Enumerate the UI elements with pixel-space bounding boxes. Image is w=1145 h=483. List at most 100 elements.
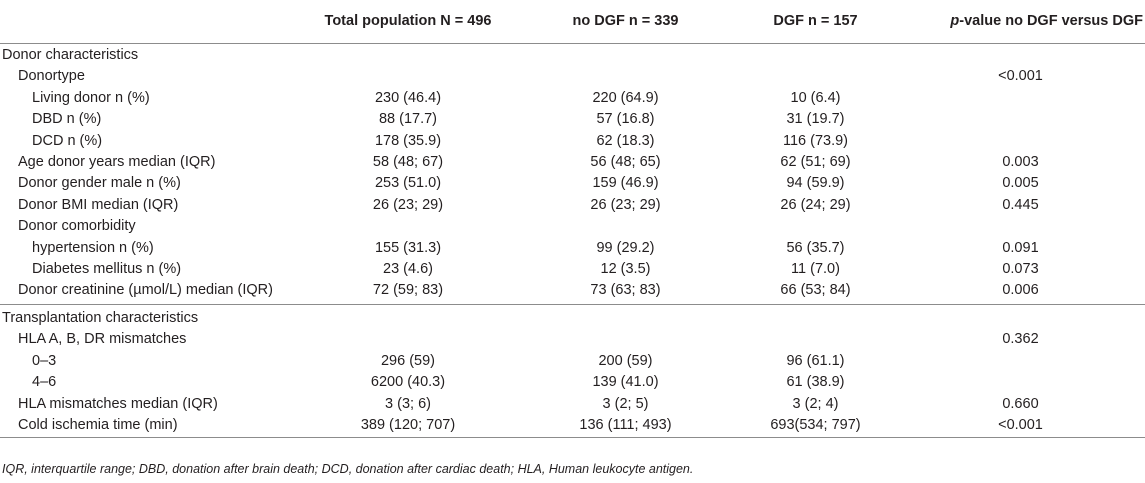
row-label: Age donor years median (IQR) [18, 154, 216, 171]
table-row: HLA A, B, DR mismatches 0.362 [0, 329, 1145, 350]
table-row: Diabetes mellitus n (%) 23 (4.6) 12 (3.5) 1… [0, 259, 1145, 280]
table-row: Donor gender male n (%) 253 (51.0) 159 (46… [0, 173, 1145, 194]
section-title: Transplantation characteristics [2, 309, 199, 326]
dgf-cell: 61 (38.9) [786, 374, 845, 391]
dgf-cell: 10 (6.4) [790, 89, 841, 106]
p-value-cell: 0.003 [1002, 154, 1039, 171]
table-row: DCD n (%) 178 (35.9) 62 (18.3) 116 (73.9) [0, 131, 1145, 152]
p-value-cell [896, 372, 1145, 393]
table-header: Total population N = 496 no DGF n = 339 … [0, 0, 1145, 44]
total-population-cell: 3 (3; 6) [385, 395, 431, 412]
row-label: hypertension n (%) [32, 239, 154, 256]
table-footnote: IQR, interquartile range; DBD, donation … [2, 462, 694, 476]
row-label: DCD n (%) [32, 132, 103, 149]
table-row: DBD n (%) 88 (17.7) 57 (16.8) 31 (19.7) [0, 109, 1145, 130]
total-population-cell: 389 (120; 707) [300, 414, 516, 439]
total-population-cell: 253 (51.0) [374, 175, 442, 192]
p-value-cell: <0.001 [998, 68, 1043, 85]
row-label: HLA mismatches median (IQR) [18, 395, 218, 412]
total-population-cell: 72 (59; 83) [300, 280, 516, 305]
dgf-cell [735, 216, 896, 237]
no-dgf-cell [516, 216, 735, 237]
row-label: HLA A, B, DR mismatches [18, 331, 187, 348]
total-population-cell [300, 66, 516, 87]
no-dgf-cell: 73 (63; 83) [516, 280, 735, 305]
table-row: Donor creatinine (µmol/L) median (IQR) 72… [0, 280, 1145, 305]
total-population-cell: 23 (4.6) [383, 261, 433, 278]
dgf-cell [735, 66, 896, 87]
dgf-cell [735, 329, 896, 350]
table-row: Donor BMI median (IQR) 26 (23; 29) 26 (23;… [0, 195, 1145, 216]
total-population-cell: 230 (46.4) [374, 89, 442, 106]
data-table: Total population N = 496 no DGF n = 339 … [0, 0, 1145, 439]
p-value-cell: 0.660 [1002, 395, 1039, 412]
row-label: Donortype [18, 68, 85, 85]
header-p-value: p-value no DGF versus DGF [896, 0, 1145, 44]
row-label: Donor comorbidity [18, 218, 136, 235]
total-population-cell: 88 (17.7) [378, 111, 438, 128]
row-label: Diabetes mellitus n (%) [32, 261, 182, 278]
table-row: 4–6 6200 (40.3) 139 (41.0) 61 (38.9) [0, 372, 1145, 393]
no-dgf-cell [516, 66, 735, 87]
table-row: Age donor years median (IQR) 58 (48; 67) 5… [0, 152, 1145, 173]
total-population-cell: 26 (23; 29) [372, 196, 444, 213]
dgf-cell: 62 (51; 69) [780, 154, 851, 171]
dgf-cell: 11 (7.0) [791, 261, 840, 278]
row-label: Cold ischemia time (min) [0, 414, 300, 439]
total-population-cell: 6200 (40.3) [370, 374, 446, 391]
table-row: Living donor n (%) 230 (46.4) 220 (64.9) 10… [0, 88, 1145, 109]
no-dgf-cell: 57 (16.8) [596, 111, 655, 128]
total-population-cell: 296 (59) [380, 352, 435, 369]
row-label: 4–6 [32, 374, 57, 391]
no-dgf-cell: 26 (23; 29) [590, 196, 661, 213]
row-label: Donor BMI median (IQR) [18, 196, 179, 213]
header-no-dgf: no DGF n = 339 [516, 0, 735, 44]
no-dgf-cell: 12 (3.5) [600, 261, 651, 278]
dgf-cell: 96 (61.1) [786, 352, 845, 369]
section-title: Donor characteristics [2, 47, 139, 63]
p-value-cell [896, 109, 1145, 130]
header-total-population: Total population N = 496 [300, 0, 516, 44]
header-row: Total population N = 496 no DGF n = 339 … [0, 0, 1145, 44]
row-label: Donor gender male n (%) [18, 175, 181, 192]
section-header-row: Donor characteristics [0, 44, 1145, 67]
no-dgf-cell: 56 (48; 65) [590, 154, 661, 171]
header-p-italic: p [950, 12, 960, 29]
header-dgf: DGF n = 157 [735, 0, 896, 44]
p-value-cell: 0.005 [1002, 175, 1039, 192]
section-header-row: Transplantation characteristics [0, 304, 1145, 329]
table-row: HLA mismatches median (IQR) 3 (3; 6) 3 (2;… [0, 394, 1145, 415]
row-label: Living donor n (%) [32, 89, 150, 106]
p-value-cell: 0.445 [1002, 196, 1039, 213]
total-population-cell: 155 (31.3) [374, 239, 442, 256]
p-value-cell: <0.001 [896, 414, 1145, 439]
table-row: 0–3 296 (59) 200 (59) 96 (61.1) [0, 351, 1145, 372]
p-value-cell [896, 88, 1145, 109]
row-label: DBD n (%) [32, 111, 102, 128]
no-dgf-cell: 159 (46.9) [592, 175, 659, 192]
p-value-cell: 0.091 [1002, 239, 1039, 256]
header-p-rest: -value no DGF versus DGF [959, 12, 1143, 29]
no-dgf-cell: 136 (111; 493) [516, 414, 735, 439]
total-population-cell [300, 329, 516, 350]
no-dgf-cell: 200 (59) [598, 352, 653, 369]
total-population-cell: 58 (48; 67) [372, 154, 444, 171]
total-population-cell: 178 (35.9) [374, 132, 442, 149]
no-dgf-cell: 62 (18.3) [596, 132, 655, 149]
p-value-cell [896, 351, 1145, 372]
table-body: Donor characteristics Donortype <0.001 Livi… [0, 44, 1145, 439]
table-row: Donor comorbidity [0, 216, 1145, 237]
p-value-cell: 0.073 [1002, 261, 1039, 278]
total-population-cell [300, 216, 516, 237]
row-label: 0–3 [32, 352, 57, 369]
table-row: Cold ischemia time (min) 389 (120; 707) 13… [0, 414, 1145, 439]
row-label: Donor creatinine (µmol/L) median (IQR) [0, 280, 300, 305]
dgf-cell: 31 (19.7) [786, 111, 845, 128]
dgf-cell: 26 (24; 29) [780, 196, 851, 213]
p-value-cell [896, 131, 1145, 152]
no-dgf-cell: 3 (2; 5) [602, 395, 649, 412]
dgf-cell: 56 (35.7) [786, 239, 845, 256]
p-value-cell: 0.006 [896, 280, 1145, 305]
dgf-cell: 94 (59.9) [786, 175, 845, 192]
